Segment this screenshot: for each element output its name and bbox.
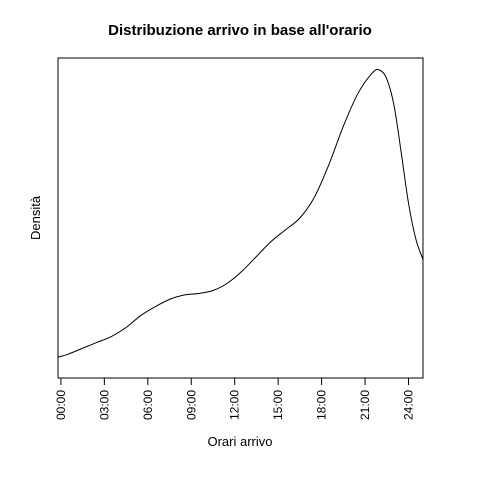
- x-tick-label: 18:00: [315, 390, 329, 420]
- x-tick-label: 00:00: [54, 390, 68, 420]
- x-tick-label: 21:00: [358, 390, 372, 420]
- x-axis-label: Orari arrivo: [207, 434, 272, 449]
- x-tick-label: 09:00: [184, 390, 198, 420]
- x-tick-label: 06:00: [141, 390, 155, 420]
- x-tick-label: 15:00: [271, 390, 285, 420]
- x-tick-label: 12:00: [228, 390, 242, 420]
- x-axis: 00:00 03:00 06:00 09:00 12:00 15:00 18:00 21:00…: [54, 378, 416, 420]
- plot-frame: [57, 57, 424, 379]
- y-axis-label: Densità: [28, 195, 43, 240]
- density-curve: [57, 68, 424, 358]
- x-tick-label: 03:00: [97, 390, 111, 420]
- chart-title: Distribuzione arrivo in base all'orario: [108, 22, 372, 39]
- x-tick-label: 24:00: [402, 390, 416, 420]
